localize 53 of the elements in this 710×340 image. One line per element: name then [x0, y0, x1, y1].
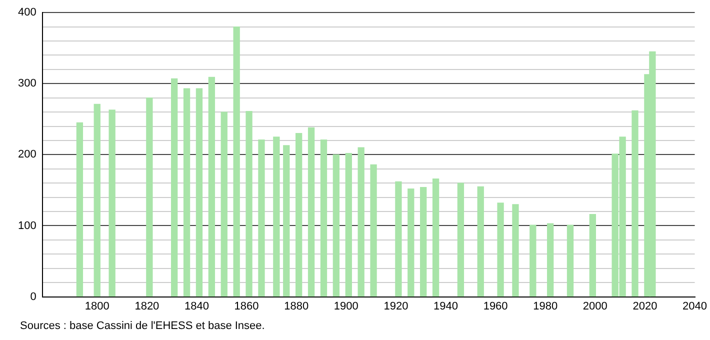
- bar: [420, 187, 427, 297]
- x-tick-label: 1820: [134, 300, 160, 312]
- bar: [273, 136, 280, 297]
- bar: [332, 154, 340, 297]
- bar: [220, 112, 228, 297]
- bar: [171, 78, 178, 297]
- bar: [76, 122, 84, 297]
- bar: [432, 178, 440, 297]
- bar: [258, 139, 265, 297]
- bar: [370, 164, 377, 297]
- bar: [547, 223, 554, 297]
- y-tick-label: 100: [18, 220, 36, 232]
- x-tick-label: 1960: [483, 300, 508, 312]
- bar: [395, 181, 402, 297]
- bar: [94, 104, 100, 297]
- bar: [208, 76, 216, 297]
- bar: [477, 186, 484, 297]
- bar: [497, 202, 504, 297]
- y-tick-label: 200: [18, 148, 36, 161]
- x-tick-label: 1900: [334, 300, 358, 312]
- bar: [146, 98, 153, 297]
- bar: [233, 26, 240, 297]
- bar: [296, 133, 302, 297]
- bar: [589, 214, 596, 297]
- bar: [345, 152, 352, 297]
- source-note: Sources : base Cassini de l'EHESS et base Insee.: [20, 320, 265, 332]
- y-tick-label: 400: [18, 6, 36, 19]
- bar: [408, 188, 414, 297]
- y-tick-label: 300: [18, 78, 36, 90]
- bar: [283, 145, 290, 297]
- x-tick-label: 1920: [384, 300, 408, 312]
- x-tick-label: 2020: [632, 300, 658, 312]
- bar: [183, 88, 190, 297]
- bar: [566, 224, 574, 297]
- bar: [457, 182, 464, 297]
- bar: [358, 147, 364, 297]
- bar: [632, 110, 638, 297]
- bar: [246, 111, 252, 297]
- x-tick-label: 1860: [234, 300, 259, 312]
- y-tick-label: 0: [30, 290, 36, 303]
- bar: [320, 139, 328, 297]
- bar: [308, 127, 315, 297]
- bar: [512, 204, 519, 297]
- x-tick-label: 2000: [582, 300, 608, 312]
- bar: [530, 224, 536, 297]
- x-tick-label: 1940: [434, 300, 458, 312]
- x-tick-label: 2040: [682, 300, 708, 312]
- x-tick-label: 1800: [84, 300, 110, 312]
- x-tick-label: 1980: [533, 300, 558, 312]
- bar: [196, 88, 203, 297]
- x-tick-label: 1880: [284, 300, 309, 312]
- x-tick-label: 1840: [184, 300, 209, 312]
- bar: [108, 110, 116, 297]
